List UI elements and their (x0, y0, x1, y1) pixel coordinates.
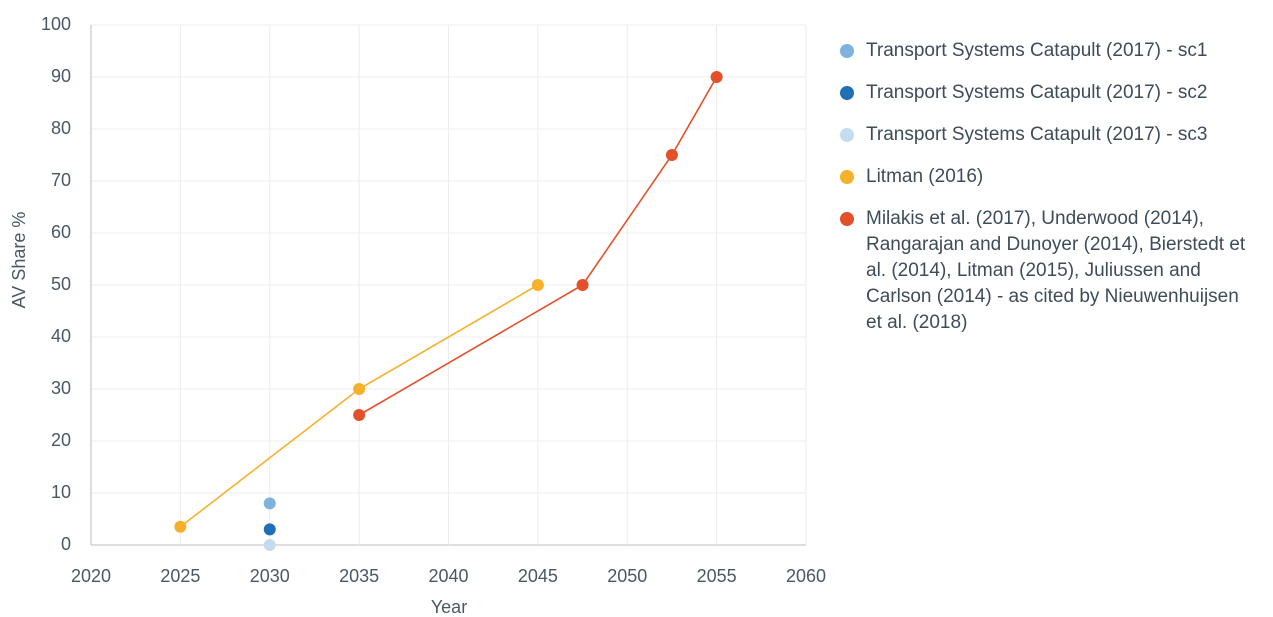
legend-label: Milakis et al. (2017), Underwood (2014),… (866, 208, 1246, 333)
legend-marker (840, 128, 854, 142)
legend-label: Transport Systems Catapult (2017) - sc1 (866, 40, 1208, 61)
x-tick-label: 2035 (339, 566, 379, 586)
data-point (263, 523, 276, 536)
legend-item: Transport Systems Catapult (2017) - sc1 (838, 38, 1258, 64)
series-line (358, 76, 718, 416)
x-tick-label: 2020 (71, 566, 111, 586)
y-tick-label: 50 (51, 274, 71, 294)
data-point (174, 520, 187, 533)
x-tick-label: 2030 (250, 566, 290, 586)
y-tick-label: 100 (41, 14, 71, 34)
legend-marker (840, 44, 854, 58)
data-point (531, 279, 544, 291)
data-point (353, 409, 366, 421)
y-tick-label: 30 (51, 378, 71, 398)
y-tick-label: 20 (51, 430, 71, 450)
x-tick-label: 2050 (607, 566, 647, 586)
legend-marker (840, 170, 854, 184)
legend-item: Litman (2016) (838, 164, 1258, 190)
x-tick-label: 2060 (786, 566, 826, 586)
x-tick-label: 2045 (518, 566, 558, 586)
legend-marker (840, 212, 854, 226)
x-tick-label: 2055 (697, 566, 737, 586)
legend-label: Transport Systems Catapult (2017) - sc2 (866, 82, 1208, 103)
legend-marker (840, 86, 854, 100)
data-point (710, 71, 723, 83)
data-point (263, 497, 276, 510)
data-point (665, 149, 678, 161)
x-axis-label: Year (431, 597, 467, 617)
legend-item: Transport Systems Catapult (2017) - sc3 (838, 122, 1258, 148)
y-tick-label: 60 (51, 222, 71, 242)
y-tick-label: 80 (51, 118, 71, 138)
legend-label: Litman (2016) (866, 166, 984, 187)
y-axis-label: AV Share % (9, 212, 29, 309)
y-tick-label: 10 (51, 482, 71, 502)
data-point (576, 279, 589, 291)
x-tick-label: 2040 (428, 566, 468, 586)
data-point (263, 539, 276, 551)
legend: Transport Systems Catapult (2017) - sc1 T… (838, 38, 1258, 352)
legend-item: Transport Systems Catapult (2017) - sc2 (838, 80, 1258, 106)
legend-label: Transport Systems Catapult (2017) - sc3 (866, 124, 1208, 145)
y-tick-label: 40 (51, 326, 71, 346)
legend-item: Milakis et al. (2017), Underwood (2014),… (838, 206, 1258, 336)
x-tick-label: 2025 (160, 566, 200, 586)
y-tick-label: 90 (51, 66, 71, 86)
y-tick-label: 0 (61, 534, 71, 554)
y-tick-label: 70 (51, 170, 71, 190)
data-point (353, 383, 366, 395)
